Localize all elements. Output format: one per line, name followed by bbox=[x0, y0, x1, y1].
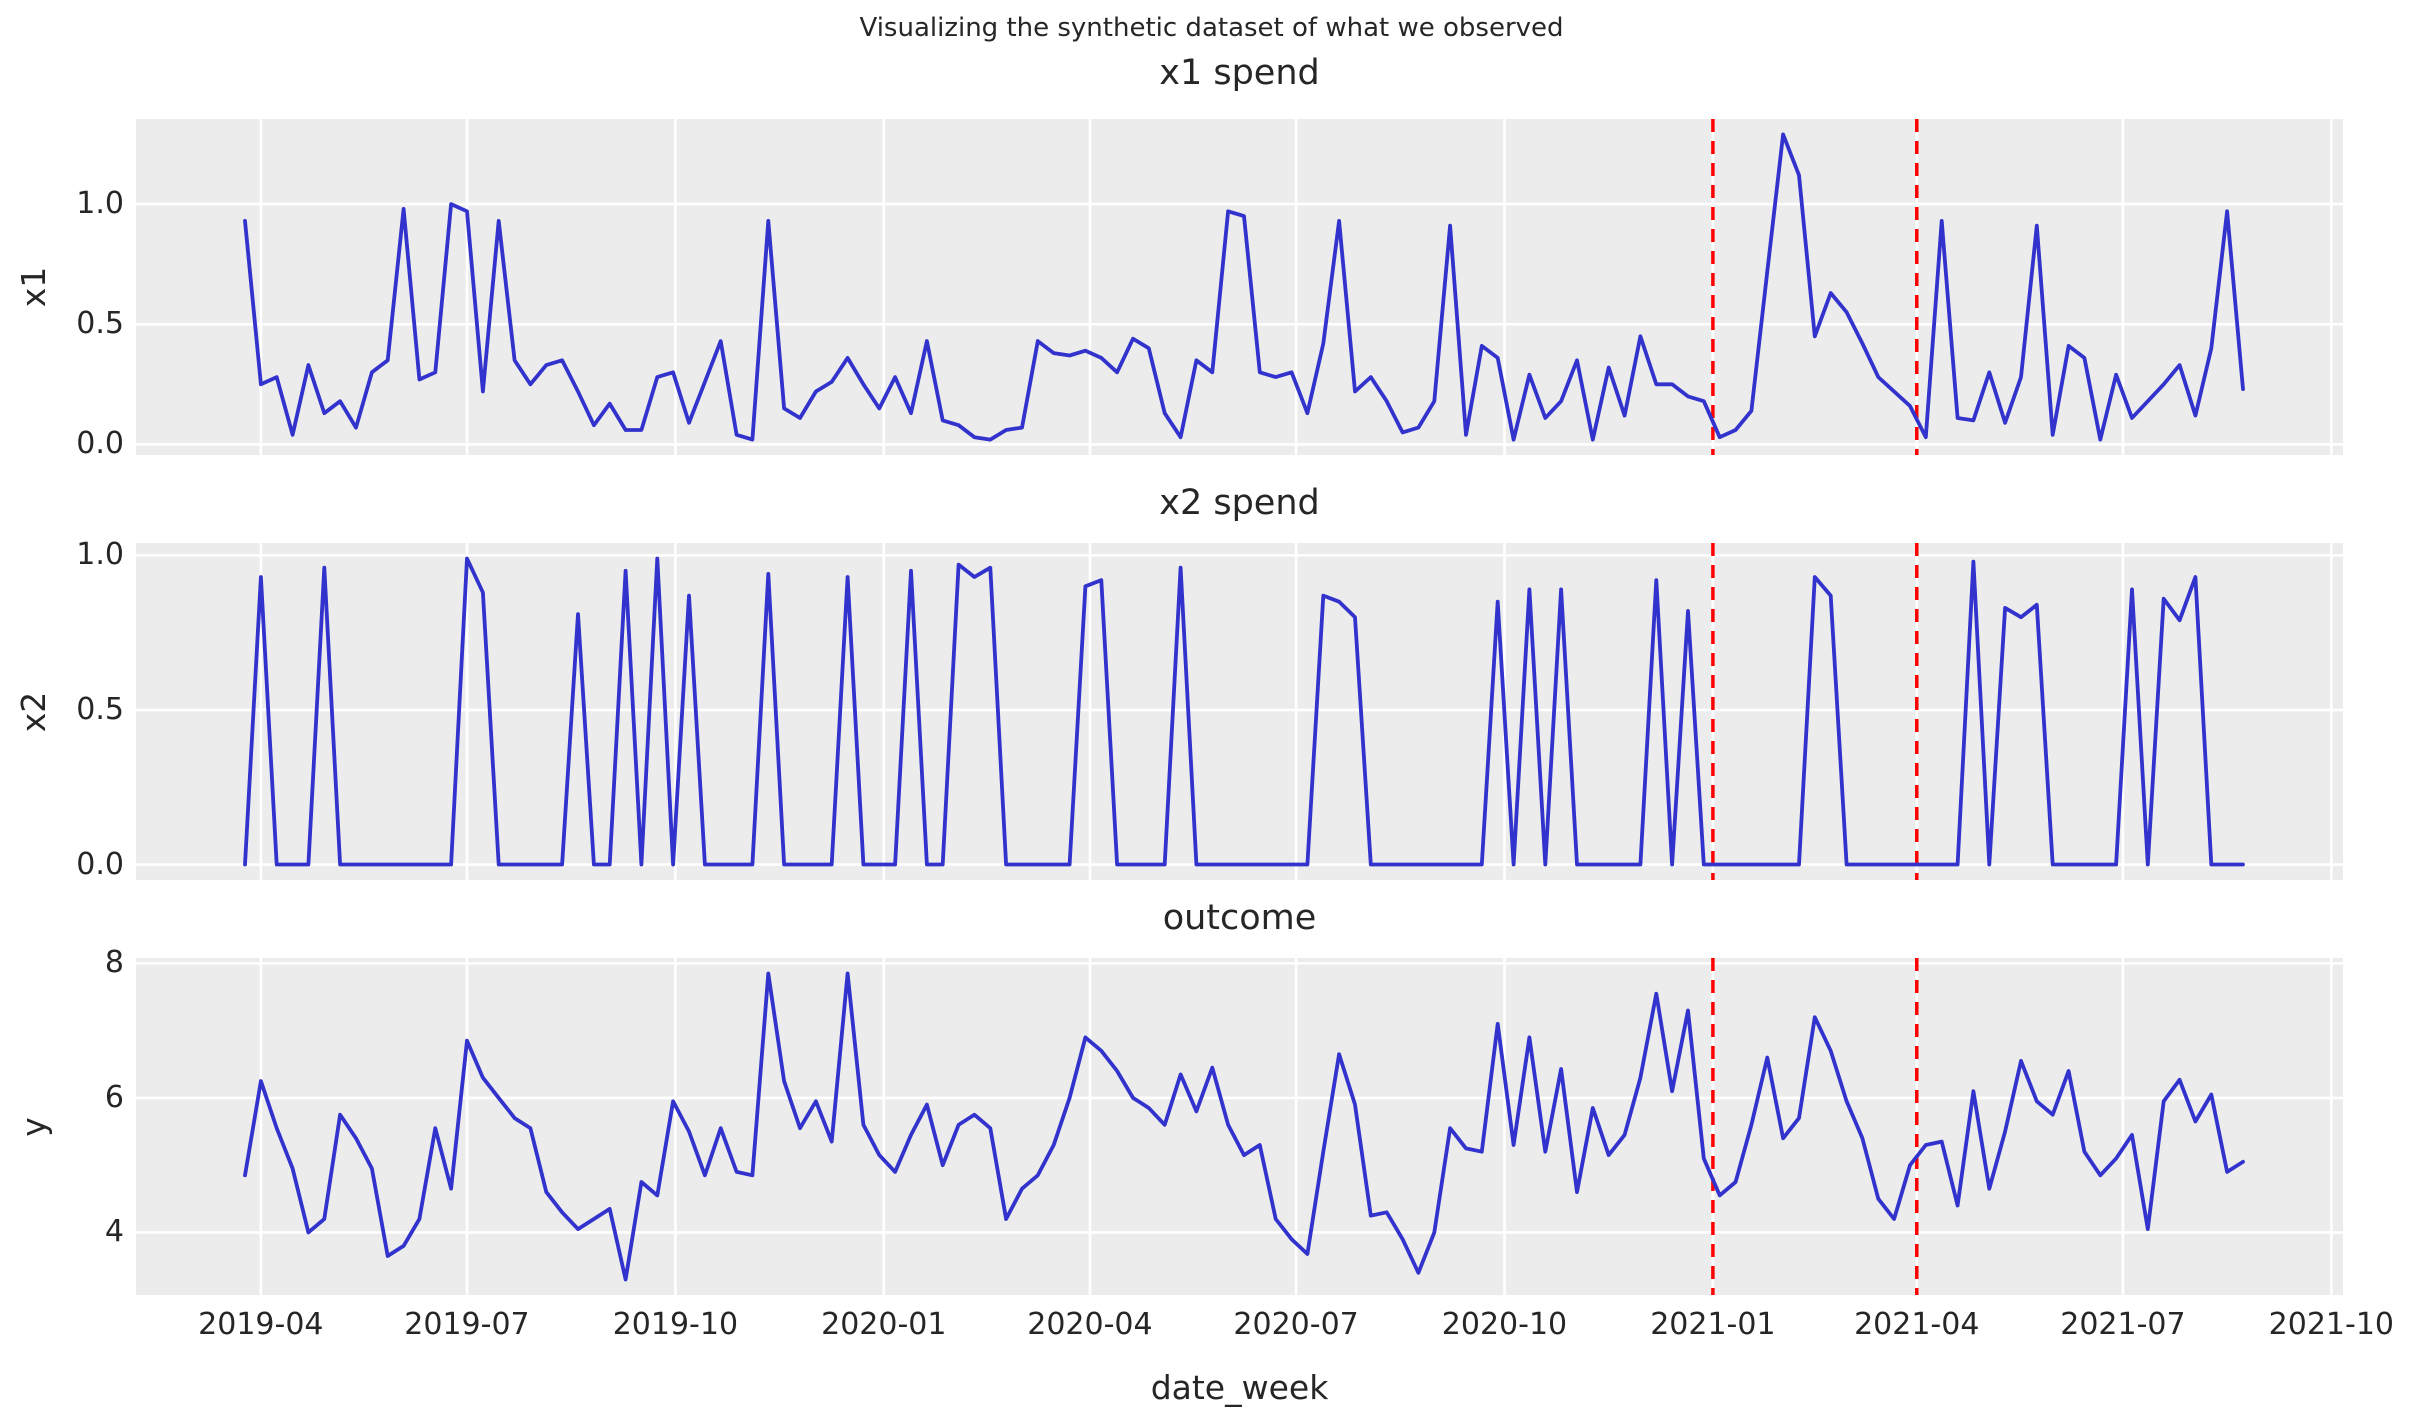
x-tick-label: 2020-10 bbox=[1441, 1307, 1568, 1342]
y-axis-label-x2: x2 bbox=[14, 691, 53, 732]
y-tick-label: 1.0 bbox=[76, 186, 124, 222]
y-tick-label: 0.5 bbox=[76, 306, 124, 342]
x-tick-label: 2019-10 bbox=[612, 1307, 739, 1342]
x-axis-label: date_week bbox=[1150, 1368, 1329, 1407]
outcome-plot bbox=[136, 958, 2343, 1295]
y-tick-label: 6 bbox=[104, 1079, 124, 1115]
subplot-title-outcome: outcome bbox=[1162, 898, 1317, 938]
x-tick-label: 2019-04 bbox=[198, 1307, 324, 1342]
x-tick-label: 2020-04 bbox=[1027, 1307, 1153, 1342]
outcome-series-line bbox=[243, 971, 2245, 1282]
outcome-axes bbox=[136, 958, 2343, 1295]
x-tick-label: 2021-10 bbox=[2268, 1307, 2394, 1342]
y-tick-label: 0.0 bbox=[76, 426, 124, 462]
y-tick-label: 1.0 bbox=[76, 537, 124, 573]
subplot-title-x1-spend: x1 spend bbox=[1159, 53, 1320, 93]
y-tick-label: 4 bbox=[104, 1214, 124, 1250]
y-axis-label-y: y bbox=[14, 1116, 53, 1137]
x-tick-label: 2020-01 bbox=[821, 1307, 947, 1342]
x-tick-label: 2021-01 bbox=[1650, 1307, 1776, 1342]
x1-spend-axes bbox=[136, 119, 2343, 455]
x-tick-label: 2019-07 bbox=[404, 1307, 530, 1342]
figure-suptitle: Visualizing the synthetic dataset of wha… bbox=[859, 13, 1564, 43]
x-tick-label: 2021-04 bbox=[1854, 1307, 1980, 1342]
y-tick-label: 8 bbox=[104, 945, 124, 981]
y-axis-label-x1: x1 bbox=[14, 266, 53, 308]
x2-spend-series-line bbox=[243, 556, 2245, 867]
y-tick-label: 0.0 bbox=[76, 846, 124, 882]
x-tick-label: 2020-07 bbox=[1233, 1307, 1359, 1342]
y-tick-label: 0.5 bbox=[76, 691, 124, 727]
x2-spend-plot bbox=[136, 543, 2343, 880]
x1-spend-series-line bbox=[243, 132, 2245, 442]
x-tick-label: 2021-07 bbox=[2060, 1307, 2186, 1342]
subplot-title-x2-spend: x2 spend bbox=[1159, 483, 1320, 523]
x1-spend-plot bbox=[136, 119, 2343, 455]
x2-spend-axes bbox=[136, 543, 2343, 880]
